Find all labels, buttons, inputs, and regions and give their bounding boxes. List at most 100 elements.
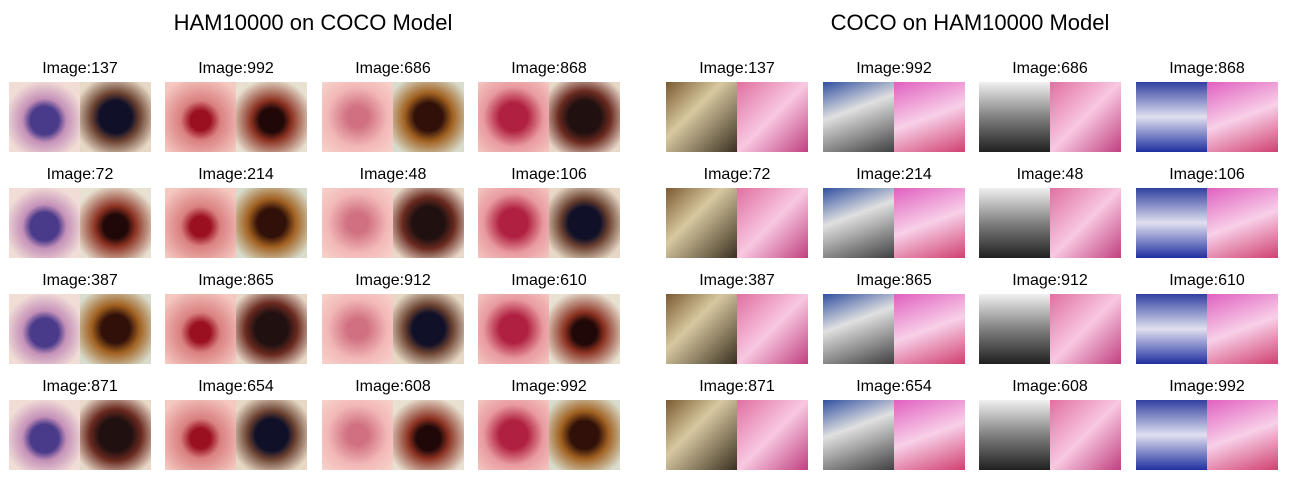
reconstructed-image (1050, 188, 1121, 258)
image-pair (666, 294, 808, 364)
image-id-label: Image:865 (198, 272, 274, 289)
image-pair-cell: Image:48 (979, 166, 1121, 276)
original-image (666, 400, 737, 470)
reconstructed-image (1207, 400, 1278, 470)
image-pair-cell: Image:137 (666, 60, 808, 170)
image-pair-cell: Image:912 (322, 272, 464, 382)
reconstructed-image (549, 400, 620, 470)
image-id-label: Image:387 (42, 272, 118, 289)
image-pair (666, 188, 808, 258)
original-image (979, 188, 1050, 258)
reconstructed-image (236, 188, 307, 258)
image-pair-cell: Image:654 (165, 378, 307, 488)
image-pair-cell: Image:610 (478, 272, 620, 382)
reconstructed-image (393, 400, 464, 470)
image-pair (979, 294, 1121, 364)
image-id-label: Image:865 (856, 272, 932, 289)
image-pair-cell: Image:865 (823, 272, 965, 382)
image-id-label: Image:686 (1012, 60, 1088, 77)
image-id-label: Image:992 (198, 60, 274, 77)
original-image (666, 188, 737, 258)
right-panel-title: COCO on HAM10000 Model (830, 10, 1110, 35)
reconstructed-image (393, 188, 464, 258)
image-pair-cell: Image:868 (1136, 60, 1278, 170)
image-pair-cell: Image:865 (165, 272, 307, 382)
reconstructed-image (1050, 400, 1121, 470)
image-pair-cell: Image:992 (478, 378, 620, 488)
image-id-label: Image:686 (355, 60, 431, 77)
image-id-label: Image:871 (42, 378, 118, 395)
reconstructed-image (236, 400, 307, 470)
image-pair-cell: Image:992 (1136, 378, 1278, 488)
image-pair-cell: Image:387 (666, 272, 808, 382)
image-pair-cell: Image:871 (666, 378, 808, 488)
image-pair-cell: Image:48 (322, 166, 464, 276)
image-pair-cell: Image:387 (9, 272, 151, 382)
image-pair (322, 294, 464, 364)
image-pair (823, 400, 965, 470)
original-image (478, 188, 549, 258)
original-image (823, 400, 894, 470)
image-pair (478, 294, 620, 364)
reconstructed-image (80, 82, 151, 152)
image-id-label: Image:912 (1012, 272, 1088, 289)
reconstructed-image (894, 400, 965, 470)
image-id-label: Image:868 (511, 60, 587, 77)
original-image (165, 188, 236, 258)
image-pair (322, 82, 464, 152)
original-image (322, 82, 393, 152)
image-pair (478, 400, 620, 470)
reconstructed-image (549, 294, 620, 364)
original-image (478, 400, 549, 470)
original-image (9, 294, 80, 364)
image-pair-cell: Image:912 (979, 272, 1121, 382)
image-pair (165, 82, 307, 152)
image-pair-cell: Image:214 (165, 166, 307, 276)
image-pair-cell: Image:871 (9, 378, 151, 488)
image-id-label: Image:106 (1169, 166, 1245, 183)
image-pair (165, 188, 307, 258)
original-image (666, 294, 737, 364)
image-id-label: Image:992 (856, 60, 932, 77)
original-image (823, 82, 894, 152)
image-pair (1136, 294, 1278, 364)
image-pair (1136, 82, 1278, 152)
reconstructed-image (737, 294, 808, 364)
reconstructed-image (737, 400, 808, 470)
image-pair (823, 294, 965, 364)
image-pair (666, 82, 808, 152)
reconstructed-image (393, 294, 464, 364)
image-id-label: Image:610 (511, 272, 587, 289)
original-image (9, 82, 80, 152)
image-pair-cell: Image:214 (823, 166, 965, 276)
reconstructed-image (80, 294, 151, 364)
original-image (1136, 82, 1207, 152)
image-id-label: Image:871 (699, 378, 775, 395)
image-pair-cell: Image:654 (823, 378, 965, 488)
image-pair-cell: Image:608 (979, 378, 1121, 488)
image-pair-cell: Image:106 (478, 166, 620, 276)
image-id-label: Image:137 (699, 60, 775, 77)
image-pair (9, 294, 151, 364)
left-panel-title: HAM10000 on COCO Model (173, 10, 453, 35)
image-pair (9, 188, 151, 258)
image-pair-cell: Image:686 (322, 60, 464, 170)
image-pair-cell: Image:868 (478, 60, 620, 170)
reconstructed-image (1207, 188, 1278, 258)
original-image (322, 294, 393, 364)
image-pair (979, 82, 1121, 152)
image-pair (1136, 188, 1278, 258)
original-image (979, 82, 1050, 152)
reconstructed-image (737, 188, 808, 258)
original-image (823, 294, 894, 364)
reconstructed-image (80, 400, 151, 470)
original-image (478, 82, 549, 152)
reconstructed-image (894, 294, 965, 364)
image-pair-cell: Image:610 (1136, 272, 1278, 382)
image-id-label: Image:868 (1169, 60, 1245, 77)
image-pair (823, 82, 965, 152)
image-pair-cell: Image:106 (1136, 166, 1278, 276)
image-pair (9, 400, 151, 470)
image-id-label: Image:608 (1012, 378, 1088, 395)
image-pair-cell: Image:992 (165, 60, 307, 170)
